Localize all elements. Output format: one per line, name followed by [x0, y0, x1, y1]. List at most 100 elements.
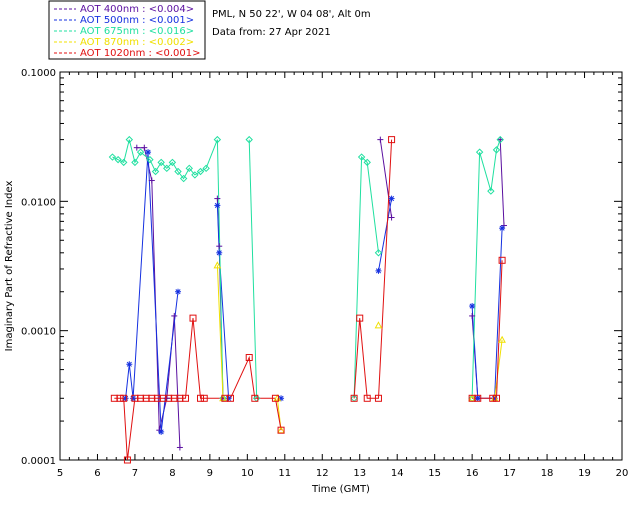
data-point-diamond [357, 153, 366, 161]
axis-ticks: 5 6 7 8 9 10 11 12 13 14 15 16 17 18 19 20 0.0001 0.0010 0… [21, 68, 628, 479]
x-tick-label: 20 [616, 468, 629, 479]
data-point-plus [176, 444, 183, 451]
data-point-diamond [157, 158, 165, 167]
data-point-star [130, 395, 137, 402]
data-point-triangle [213, 261, 222, 269]
data-point-plus [469, 312, 476, 319]
data-point-diamond [163, 164, 171, 173]
data-point-diamond [119, 158, 128, 167]
data-point-star [175, 288, 182, 295]
data-point-star [375, 267, 382, 274]
legend-entry: AOT 400nm : <0.004> [80, 4, 194, 15]
date-label: Data from: 27 Apr 2021 [212, 27, 331, 38]
marker-stroke [145, 149, 151, 155]
legend-entry: AOT 500nm : <0.001> [80, 15, 194, 26]
data-point-diamond [196, 167, 205, 176]
data-point-square [356, 314, 364, 322]
data-point-triangle [374, 321, 383, 329]
data-point-star [469, 303, 476, 310]
data-point-star [216, 249, 223, 256]
series-line [353, 155, 379, 399]
data-point-square [363, 394, 371, 402]
x-axis-label: Time (GMT) [311, 484, 370, 495]
marker-stroke [126, 361, 132, 367]
data-point-square [120, 394, 128, 402]
series-line [378, 198, 393, 271]
x-tick-label: 12 [316, 468, 329, 479]
data-point-diamond [363, 158, 371, 167]
data-point-diamond [136, 148, 145, 156]
series-lines [112, 139, 505, 461]
data-point-diamond [202, 164, 210, 173]
x-tick-label: 9 [207, 468, 213, 479]
x-tick-label: 6 [94, 468, 100, 479]
x-tick-label: 17 [503, 468, 516, 479]
data-point-diamond [374, 249, 383, 257]
data-point-square [197, 394, 204, 402]
data-point-square [489, 394, 497, 402]
data-point-diamond [151, 167, 160, 176]
legend-entry: AOT 1020nm : <0.001> [80, 48, 200, 59]
data-point-diamond [114, 155, 122, 164]
data-point-square [350, 394, 358, 402]
data-point-square [271, 394, 279, 402]
data-point-diamond [108, 153, 117, 161]
series-line [216, 265, 224, 399]
plot-frame [59, 71, 623, 461]
y-tick-label: 0.0001 [21, 456, 56, 467]
data-point-square [498, 256, 506, 264]
x-tick-label: 7 [132, 468, 138, 479]
data-point-diamond [492, 146, 501, 154]
data-point-plus [377, 136, 384, 143]
marker-stroke [214, 202, 220, 208]
x-tick-label: 10 [241, 468, 254, 479]
series-line [494, 339, 503, 399]
data-point-diamond [475, 148, 484, 156]
x-tick-label: 13 [353, 468, 366, 479]
x-tick-label: 14 [391, 468, 404, 479]
data-point-square [492, 394, 500, 402]
data-point-square [277, 426, 285, 434]
x-tick-label: 5 [57, 468, 63, 479]
data-point-diamond [125, 135, 134, 144]
data-point-plus [141, 144, 148, 151]
data-point-diamond [487, 187, 495, 195]
data-point-diamond [496, 135, 504, 144]
data-point-star [126, 361, 133, 368]
series-line [136, 147, 181, 448]
marker-stroke [175, 289, 181, 295]
data-point-star [214, 202, 221, 209]
data-point-star [474, 395, 481, 402]
data-point-diamond [168, 158, 177, 167]
data-point-diamond [245, 135, 253, 144]
data-point-star [122, 395, 129, 402]
legend: AOT 400nm : <0.004>AOT 500nm : <0.001> AO… [54, 4, 200, 59]
data-point-star [499, 225, 506, 232]
data-point-square [182, 394, 190, 402]
x-tick-label: 15 [428, 468, 441, 479]
data-point-square [251, 394, 259, 402]
data-point-plus [148, 177, 155, 184]
data-point-star [158, 428, 165, 435]
data-point-square [245, 354, 253, 362]
data-point-square [226, 394, 234, 402]
data-point-plus [388, 214, 395, 221]
marker-stroke [499, 225, 505, 231]
marker-stroke [158, 429, 164, 435]
x-tick-label: 11 [278, 468, 291, 479]
station-label: PML, N 50 22', W 04 08', Alt 0m [212, 9, 371, 20]
data-point-plus [216, 243, 223, 250]
series-line [379, 139, 393, 218]
legend-box [48, 0, 206, 60]
series-line [114, 318, 282, 461]
y-axis-label: Imaginary Part of Refractive Index [4, 181, 15, 352]
x-tick-label: 19 [578, 468, 591, 479]
data-point-plus [133, 144, 140, 151]
marker-stroke [375, 268, 382, 274]
data-point-square [200, 394, 208, 402]
data-point-triangle [498, 335, 506, 343]
data-point-square [189, 314, 197, 322]
data-point-star [145, 149, 152, 156]
series-markers [108, 135, 507, 464]
